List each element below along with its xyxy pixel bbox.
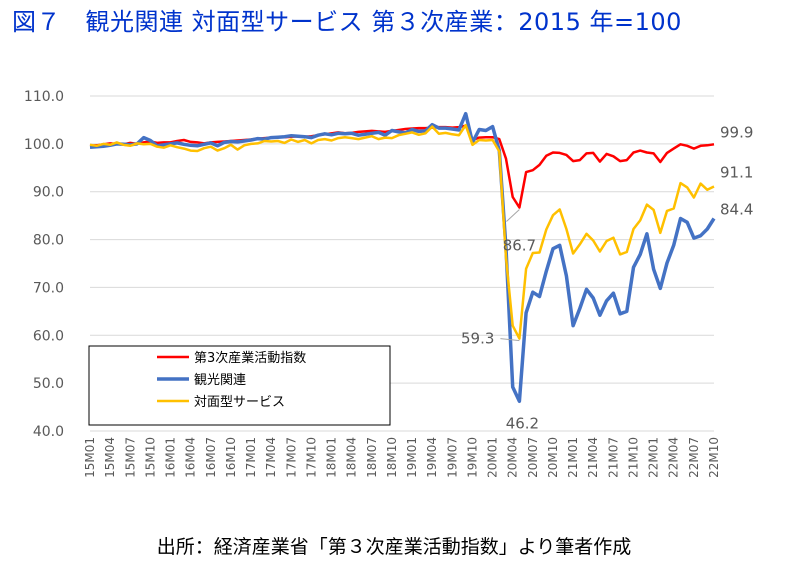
x-tick-label: 16M07 <box>204 437 218 478</box>
x-tick-label: 20M01 <box>486 437 500 478</box>
legend-box <box>88 345 391 426</box>
x-tick-label: 15M04 <box>103 437 117 478</box>
x-tick-label: 19M01 <box>405 437 419 478</box>
x-tick-label: 18M01 <box>325 437 339 478</box>
callout-label: 86.7 <box>503 237 536 255</box>
y-tick-label: 60.0 <box>33 328 64 344</box>
callout-leader <box>500 338 520 342</box>
callout-label: 91.1 <box>720 163 753 181</box>
x-tick-label: 18M07 <box>365 437 379 478</box>
series-line-0 <box>89 124 715 209</box>
y-tick-label: 40.0 <box>33 424 64 440</box>
x-tick-label: 19M04 <box>425 437 439 478</box>
y-tick-label: 80.0 <box>33 233 64 249</box>
x-tick-label: 15M07 <box>123 437 137 478</box>
x-tick-label: 20M10 <box>546 437 560 478</box>
x-tick-label: 21M04 <box>586 437 600 478</box>
x-tick-label: 16M01 <box>164 437 178 478</box>
x-tick-label: 15M10 <box>143 437 157 478</box>
callout-label: 46.2 <box>506 414 539 432</box>
x-tick-label: 18M10 <box>385 437 399 478</box>
x-tick-label: 17M04 <box>264 437 278 478</box>
x-tick-label: 22M10 <box>707 437 721 478</box>
x-tick-label: 20M07 <box>526 437 540 478</box>
legend-label-1: 観光関連 <box>194 373 246 388</box>
x-tick-label: 17M07 <box>284 437 298 478</box>
x-tick-label: 21M01 <box>566 437 580 478</box>
x-tick-label: 22M07 <box>687 437 701 478</box>
callout-label: 99.9 <box>720 123 753 141</box>
x-tick-label: 21M07 <box>606 437 620 478</box>
x-tick-label: 19M07 <box>445 437 459 478</box>
x-tick-label: 22M01 <box>647 437 661 478</box>
x-tick-label: 16M10 <box>224 437 238 478</box>
x-tick-label: 22M04 <box>667 437 681 478</box>
legend-label-0: 第3次産業活動指数 <box>194 350 306 366</box>
x-axis-ticks: 15M01 15M04 15M07 15M10 16M01 16M04 16M07 16M10… <box>83 437 721 478</box>
y-tick-label: 50.0 <box>33 376 64 392</box>
y-tick-label: 90.0 <box>33 185 64 201</box>
series-line-2 <box>89 123 715 340</box>
x-tick-label: 16M04 <box>184 437 198 478</box>
x-tick-label: 21M10 <box>626 437 640 478</box>
callout-label: 84.4 <box>720 201 753 219</box>
source-note: 出所：経済産業省「第３次産業活動指数」より筆者作成 <box>156 536 632 558</box>
y-axis-ticks: 40.0 50.0 60.0 70.0 80.0 90.0 100.0 110.0 <box>24 89 64 440</box>
series-lines <box>89 111 716 404</box>
data-callouts: 99.9 91.1 84.4 86.7 59.3 46.2 <box>461 123 753 432</box>
chart-title: 図７ 観光関連 対面型サービス 第３次産業：2015 年=100 <box>12 8 682 36</box>
x-tick-label: 20M04 <box>506 437 520 478</box>
x-tick-label: 15M01 <box>83 437 97 478</box>
callout-leader <box>506 209 520 222</box>
chart-area: 40.0 50.0 60.0 70.0 80.0 90.0 100.0 110.0 15M01… <box>24 89 754 478</box>
y-tick-label: 70.0 <box>33 280 64 296</box>
callout-label: 59.3 <box>461 330 494 348</box>
series-line-1 <box>89 111 716 404</box>
x-tick-label: 17M10 <box>304 437 318 478</box>
x-tick-label: 17M01 <box>244 437 258 478</box>
x-tick-label: 18M04 <box>345 437 359 478</box>
x-tick-label: 19M10 <box>465 437 479 478</box>
y-tick-label: 110.0 <box>24 89 64 105</box>
y-tick-label: 100.0 <box>24 137 64 153</box>
legend-label-2: 対面型サービス <box>194 395 285 410</box>
